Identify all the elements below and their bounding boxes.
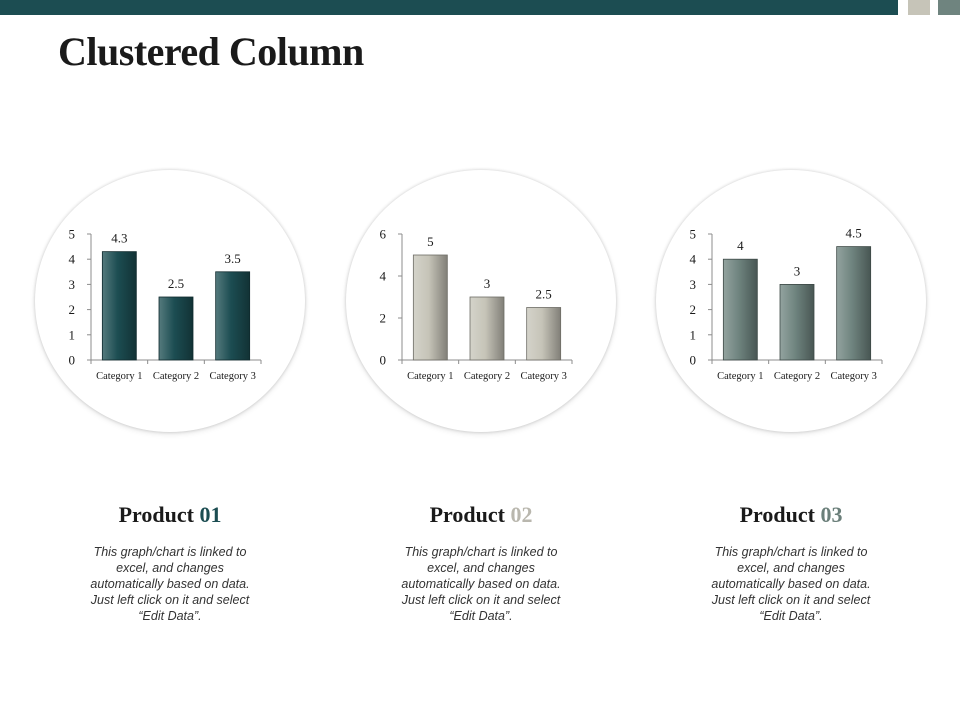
product-panel-3: 0 1 2 3 4 5 4 Category 1 3 Category 2 4.5 Category … xyxy=(646,170,936,670)
category-label: Category 2 xyxy=(464,371,510,382)
bar xyxy=(412,254,448,361)
y-tick-label: 1 xyxy=(690,327,697,342)
product-title: Product 03 xyxy=(646,502,936,528)
bar-chart-1: 0 1 2 3 4 5 4.3 Category 1 2.5 Category 2 3.5 Categ… xyxy=(69,227,262,382)
category-label: Category 1 xyxy=(407,371,453,382)
category-label: Category 2 xyxy=(153,371,199,382)
product-number: 01 xyxy=(199,502,222,527)
y-tick-label: 0 xyxy=(690,353,697,368)
top-accent-bar xyxy=(0,0,898,15)
category-label: Category 2 xyxy=(774,371,820,382)
data-label: 4.3 xyxy=(111,231,127,246)
bar-chart-3: 0 1 2 3 4 5 4 Category 1 3 Category 2 4.5 Category … xyxy=(690,226,883,382)
bar xyxy=(469,296,505,361)
bar xyxy=(526,307,562,361)
y-tick-label: 3 xyxy=(69,277,76,292)
data-label: 5 xyxy=(427,234,434,249)
data-label: 4 xyxy=(737,238,744,253)
product-description: This graph/chart is linked to excel, and… xyxy=(90,545,250,623)
bar xyxy=(836,246,872,361)
bar-chart-2: 0 2 4 6 5 Category 1 3 Category 2 2.5 Category 3 xyxy=(380,227,573,382)
product-panel-2: 0 2 4 6 5 Category 1 3 Category 2 2.5 Category 3 … xyxy=(336,170,626,670)
bar xyxy=(101,251,137,361)
category-label: Category 1 xyxy=(96,371,142,382)
product-title: Product 02 xyxy=(336,502,626,528)
y-tick-label: 5 xyxy=(69,227,76,242)
category-label: Category 3 xyxy=(830,371,876,382)
y-tick-label: 4 xyxy=(380,269,387,284)
y-tick-label: 2 xyxy=(380,311,387,326)
product-title: Product 01 xyxy=(25,502,315,528)
y-tick-label: 4 xyxy=(69,252,76,267)
y-tick-label: 0 xyxy=(380,353,387,368)
data-label: 3 xyxy=(484,276,491,291)
product-description: This graph/chart is linked to excel, and… xyxy=(711,545,871,623)
accent-square-dark xyxy=(938,0,960,15)
data-label: 2.5 xyxy=(536,287,552,302)
product-name: Product xyxy=(739,502,815,527)
y-tick-label: 4 xyxy=(690,252,697,267)
accent-square-light xyxy=(908,0,930,15)
data-label: 4.5 xyxy=(846,226,862,241)
product-name: Product xyxy=(118,502,194,527)
bar xyxy=(722,258,758,361)
category-label: Category 3 xyxy=(209,371,255,382)
product-panel-1: 0 1 2 3 4 5 4.3 Category 1 2.5 Category 2 3.5 Categ… xyxy=(25,170,315,670)
data-label: 3.5 xyxy=(225,251,241,266)
y-tick-label: 2 xyxy=(69,302,76,317)
product-description: This graph/chart is linked to excel, and… xyxy=(401,545,561,623)
y-tick-label: 6 xyxy=(380,227,387,242)
y-tick-label: 5 xyxy=(690,227,697,242)
product-name: Product xyxy=(429,502,505,527)
category-label: Category 3 xyxy=(520,371,566,382)
y-tick-label: 3 xyxy=(690,277,697,292)
y-tick-label: 0 xyxy=(69,353,76,368)
data-label: 2.5 xyxy=(168,276,184,291)
product-number: 03 xyxy=(820,502,843,527)
bar xyxy=(779,284,815,361)
category-label: Category 1 xyxy=(717,371,763,382)
y-tick-label: 2 xyxy=(690,302,697,317)
bar xyxy=(158,296,194,361)
bar xyxy=(215,271,251,361)
data-label: 3 xyxy=(794,263,801,278)
product-number: 02 xyxy=(510,502,533,527)
y-tick-label: 1 xyxy=(69,327,76,342)
page-title: Clustered Column xyxy=(58,29,364,74)
